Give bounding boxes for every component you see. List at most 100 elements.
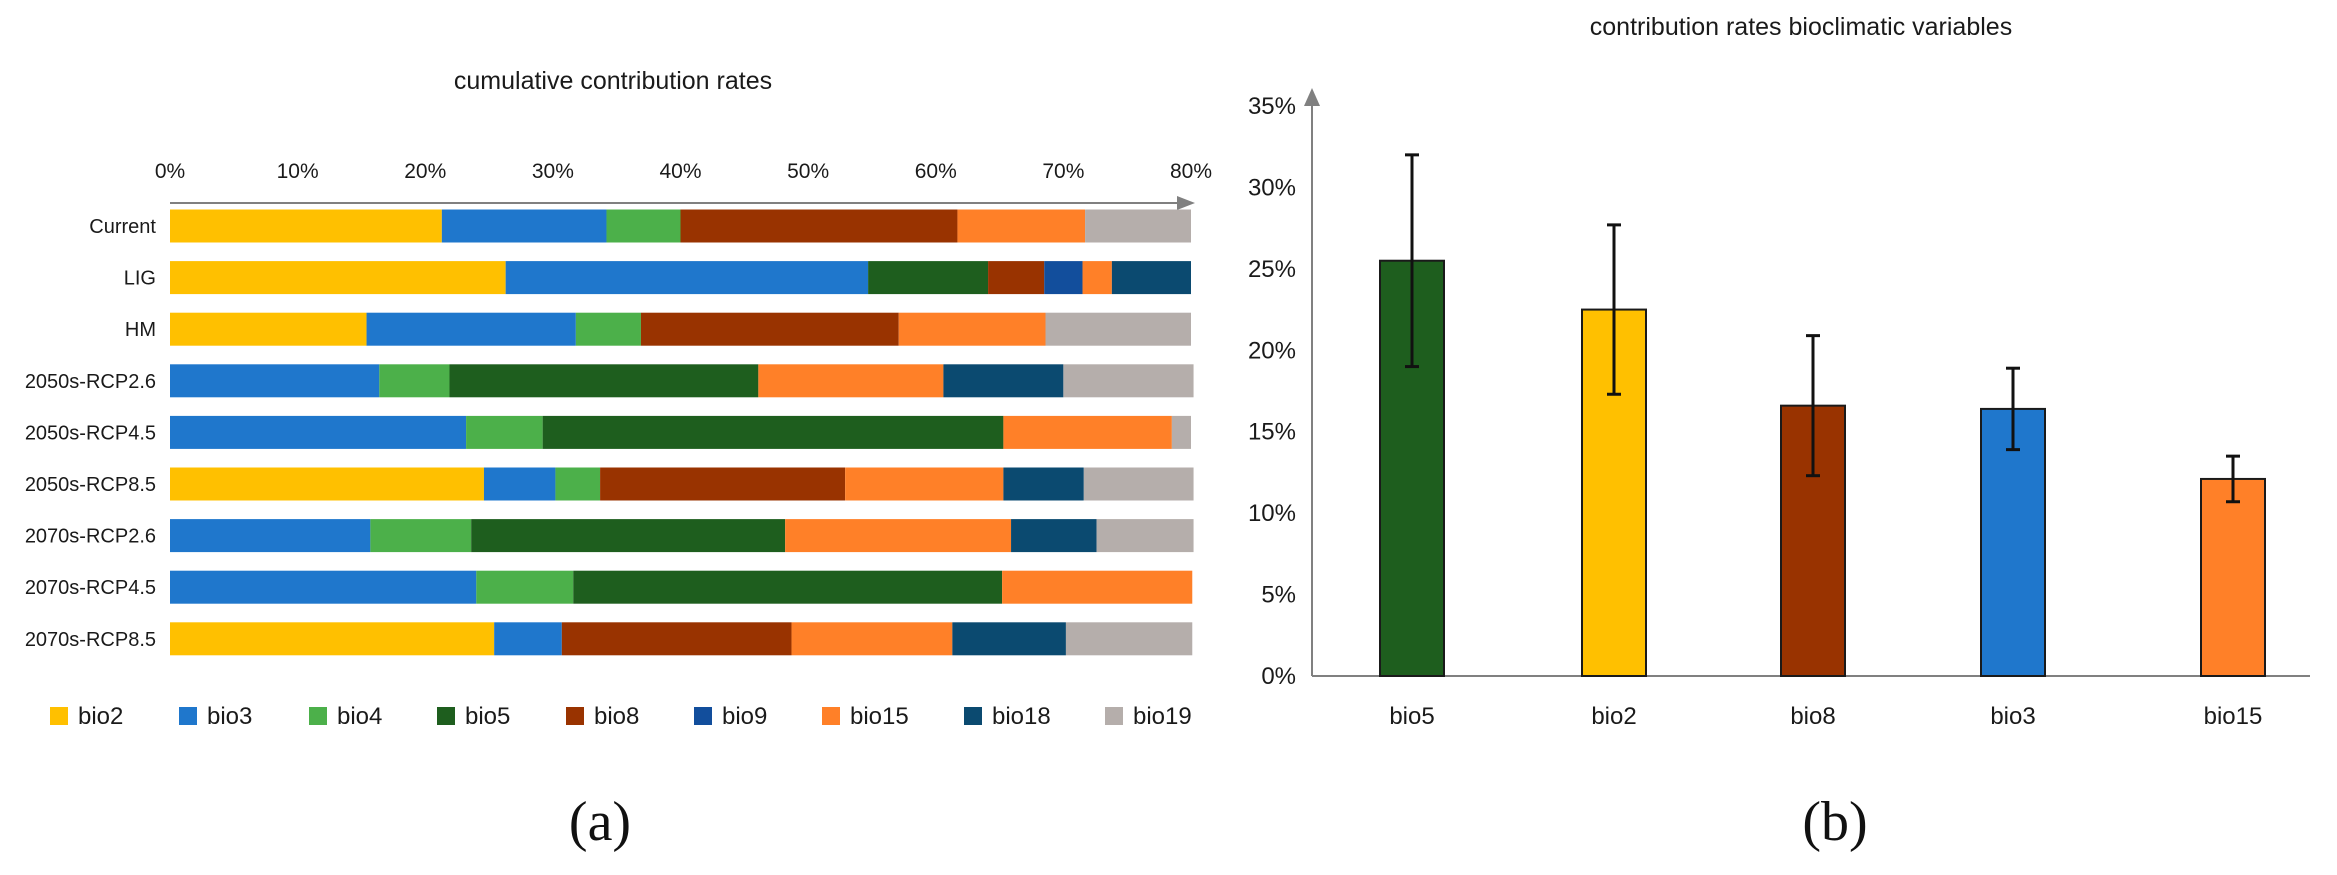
panel-a-stacked-bar-chart: cumulative contribution rates 0% 10% 20% 30… xyxy=(25,67,1212,853)
legend-swatch-bio15 xyxy=(822,707,840,725)
bar-segment-bio9 xyxy=(1044,261,1083,295)
chart-a-x-axis xyxy=(170,196,1195,210)
bar-segment-bio5 xyxy=(449,364,759,398)
bar-segment-bio4 xyxy=(370,519,472,553)
error-bar-bio5 xyxy=(1405,153,1419,369)
y-tick-label: 35% xyxy=(1248,93,1296,120)
chart-b-category-labels: bio5 bio2 bio8 bio3 bio15 xyxy=(1389,703,2262,730)
bar-segment-bio3 xyxy=(483,467,556,501)
bar-bio3 xyxy=(1980,407,2046,677)
stacked-bar-row xyxy=(170,519,1194,553)
bar-segment-bio4 xyxy=(575,312,641,346)
bar-segment-bio4 xyxy=(555,467,601,501)
stacked-bar-row xyxy=(170,622,1193,656)
bar-segment-bio4 xyxy=(476,570,574,604)
y-tick-label: 5% xyxy=(1261,582,1296,609)
x-tick-label: 40% xyxy=(659,160,701,183)
legend-swatch-bio8 xyxy=(566,707,584,725)
category-label: HM xyxy=(125,319,156,341)
chart-a-category-labels: Current LIG HM 2050s-RCP2.6 2050s-RCP4.5 2050… xyxy=(25,216,157,651)
bar-segment-bio8 xyxy=(600,467,846,501)
bar-segment-bio18 xyxy=(1111,261,1191,295)
bar-segment-bio19 xyxy=(1171,415,1191,449)
bar-segment-bio8 xyxy=(988,261,1045,295)
chart-a-bars xyxy=(170,209,1194,656)
chart-a-legend: bio2 bio3 bio4 bio5 bio8 bio9 bio15 bio18 bio19 xyxy=(50,703,1192,730)
bar-segment-bio19 xyxy=(1085,209,1191,243)
bar-segment-bio2 xyxy=(170,467,484,501)
legend-label: bio15 xyxy=(850,703,909,730)
category-label: 2050s-RCP8.5 xyxy=(25,474,156,496)
chart-a-x-ticks: 0% 10% 20% 30% 40% 50% 60% 70% 80% xyxy=(155,160,1212,183)
legend-label: bio19 xyxy=(1133,703,1192,730)
bar-segment-bio3 xyxy=(170,415,467,449)
y-tick-label: 25% xyxy=(1248,256,1296,283)
y-tick-label: 20% xyxy=(1248,337,1296,364)
bar-segment-bio18 xyxy=(1003,467,1084,501)
stacked-bar-row xyxy=(170,209,1191,243)
category-label: 2070s-RCP8.5 xyxy=(25,629,156,651)
bar-segment-bio3 xyxy=(170,570,477,604)
category-label: 2050s-RCP2.6 xyxy=(25,371,156,393)
bar-segment-bio3 xyxy=(494,622,562,656)
error-bar-bio2 xyxy=(1607,223,1621,396)
bar-segment-bio3 xyxy=(505,261,869,295)
y-axis-arrow-icon xyxy=(1304,88,1320,106)
x-tick-label: 50% xyxy=(787,160,829,183)
bar-segment-bio18 xyxy=(1011,519,1097,553)
bar-segment-bio5 xyxy=(868,261,989,295)
category-label: Current xyxy=(89,216,156,238)
legend-swatch-bio18 xyxy=(964,707,982,725)
error-bar-bio15 xyxy=(2226,454,2240,504)
legend-swatch-bio5 xyxy=(437,707,455,725)
chart-b-title: contribution rates bioclimatic variables xyxy=(1590,13,2012,41)
bar-segment-bio8 xyxy=(561,622,792,656)
x-category-label: bio5 xyxy=(1389,703,1434,730)
category-label: 2070s-RCP2.6 xyxy=(25,526,156,548)
legend-swatch-bio4 xyxy=(309,707,327,725)
bar-segment-bio15 xyxy=(1002,570,1193,604)
bar-segment-bio3 xyxy=(170,519,371,553)
bar-segment-bio15 xyxy=(758,364,944,398)
chart-a-title: cumulative contribution rates xyxy=(454,67,772,95)
legend-label: bio3 xyxy=(207,703,252,730)
legend-swatch-bio3 xyxy=(179,707,197,725)
legend-label: bio9 xyxy=(722,703,767,730)
bar-segment-bio19 xyxy=(1083,467,1194,501)
category-label: 2070s-RCP4.5 xyxy=(25,577,156,599)
bar-segment-bio8 xyxy=(640,312,899,346)
legend-swatch-bio9 xyxy=(694,707,712,725)
chart-b-error-bars xyxy=(1405,153,2240,504)
bar-segment-bio18 xyxy=(943,364,1064,398)
bar-segment-bio4 xyxy=(466,415,543,449)
bar-segment-bio19 xyxy=(1065,622,1193,656)
legend-swatch-bio19 xyxy=(1105,707,1123,725)
bar-segment-bio2 xyxy=(170,312,367,346)
category-label: 2050s-RCP4.5 xyxy=(25,422,156,444)
y-tick-label: 15% xyxy=(1248,419,1296,446)
bar-segment-bio3 xyxy=(441,209,607,243)
error-bar-bio8 xyxy=(1806,334,1820,478)
bar-segment-bio19 xyxy=(1063,364,1194,398)
stacked-bar-row xyxy=(170,467,1194,501)
bar-segment-bio3 xyxy=(170,364,380,398)
stacked-bar-row xyxy=(170,261,1191,295)
x-category-label: bio15 xyxy=(2204,703,2263,730)
bar-segment-bio15 xyxy=(957,209,1086,243)
bar-segment-bio15 xyxy=(1003,415,1172,449)
bar-segment-bio8 xyxy=(680,209,958,243)
panel-label-a: (a) xyxy=(569,791,631,853)
chart-b-bars xyxy=(1379,259,2266,678)
bar-segment-bio15 xyxy=(1082,261,1112,295)
x-tick-label: 70% xyxy=(1042,160,1084,183)
y-tick-label: 0% xyxy=(1261,663,1296,690)
x-category-label: bio3 xyxy=(1990,703,2035,730)
legend-label: bio2 xyxy=(78,703,123,730)
x-tick-label: 20% xyxy=(404,160,446,183)
bar-segment-bio2 xyxy=(170,209,442,243)
bar-segment-bio5 xyxy=(542,415,1004,449)
bar-segment-bio18 xyxy=(952,622,1066,656)
bar-segment-bio2 xyxy=(170,622,495,656)
bar-segment-bio19 xyxy=(1045,312,1191,346)
